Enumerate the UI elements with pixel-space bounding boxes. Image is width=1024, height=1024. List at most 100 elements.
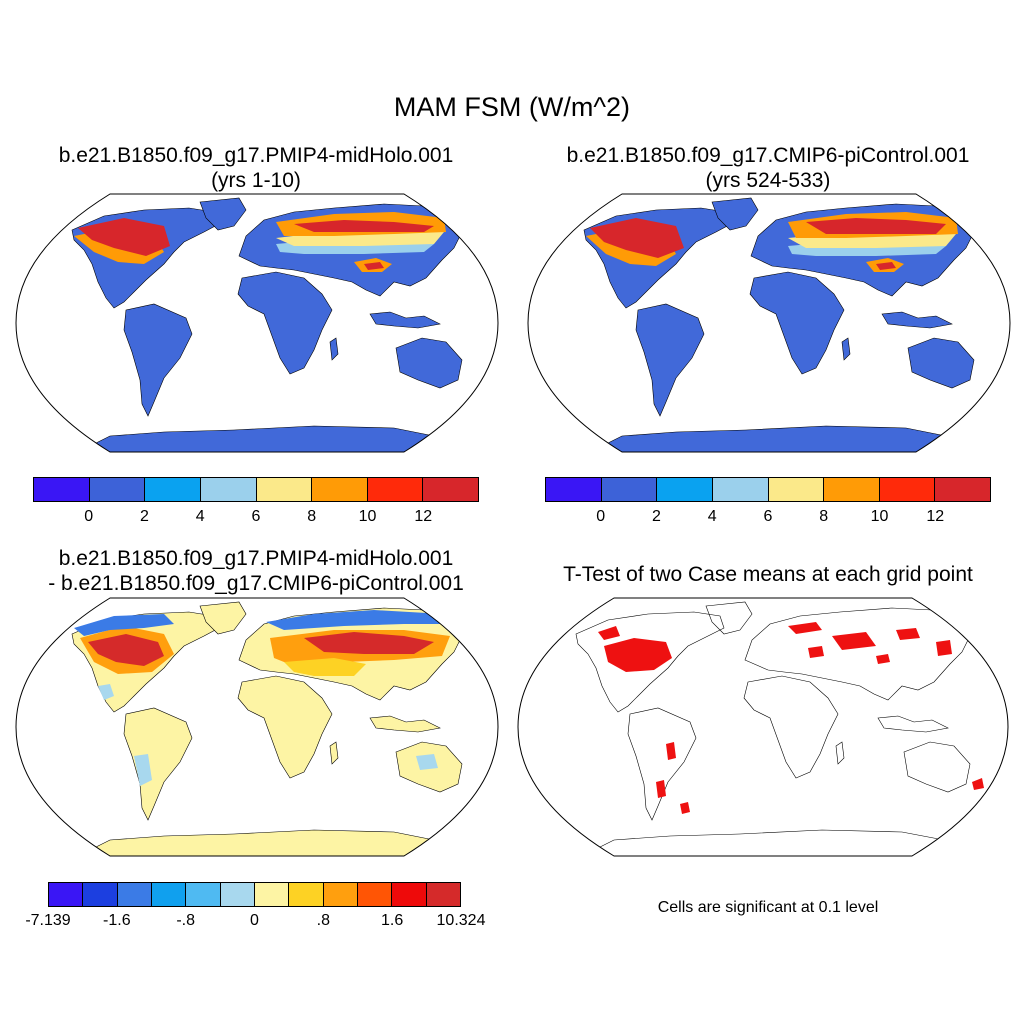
significance-cells bbox=[598, 622, 984, 814]
snow-band-red bbox=[294, 220, 434, 232]
main-title: MAM FSM (W/m^2) bbox=[393, 92, 631, 122]
colorbar-tick-label: 10 bbox=[870, 508, 889, 525]
colorbar-picontrol bbox=[545, 477, 991, 502]
colorbar-box bbox=[392, 883, 427, 906]
colorbar-box bbox=[824, 478, 880, 501]
colorbar-tick-label: 0 bbox=[596, 508, 606, 525]
colorbar-tick-label: -.8 bbox=[176, 912, 195, 929]
land-madagascar bbox=[329, 741, 339, 765]
sig-cell-cluster bbox=[680, 802, 690, 814]
sig-cell-cluster bbox=[896, 628, 920, 640]
panel-title-bottom-left: b.e21.B1850.f09_g17.PMIP4-midHolo.001 - … bbox=[0, 546, 512, 596]
colorbar-box bbox=[49, 883, 84, 906]
panel-title-line: (yrs 524-533) bbox=[705, 169, 831, 192]
land-africa bbox=[237, 675, 333, 779]
colorbar-box bbox=[220, 883, 255, 906]
sig-cell-cluster bbox=[972, 778, 984, 790]
panel-title-line: - b.e21.B1850.f09_g17.CMIP6-piControl.00… bbox=[48, 572, 464, 595]
colorbar-tick-label: -1.6 bbox=[103, 912, 131, 929]
snow-tibet-core bbox=[876, 262, 896, 270]
colorbar-tick-label: 0 bbox=[250, 912, 259, 929]
colorbar-box bbox=[151, 883, 187, 906]
map-land-midholo bbox=[71, 197, 465, 452]
snow-tibet-core bbox=[364, 262, 384, 270]
colorbar-box bbox=[657, 478, 713, 501]
map-outline bbox=[15, 193, 499, 453]
colorbar-box bbox=[200, 478, 257, 501]
land-eurasia bbox=[744, 607, 973, 701]
colorbar-tick-label: 8 bbox=[819, 508, 829, 525]
land-australia bbox=[907, 337, 975, 389]
panel-title-line: b.e21.B1850.f09_g17.CMIP6-piControl.001 bbox=[566, 144, 970, 167]
land-south-america bbox=[635, 303, 705, 417]
anomaly-blue bbox=[266, 610, 454, 630]
colorbar-box bbox=[34, 478, 90, 501]
map-outline bbox=[527, 193, 1011, 453]
sig-cell-cluster bbox=[808, 646, 824, 658]
land-greenland bbox=[199, 601, 247, 635]
colorbar-box bbox=[879, 478, 936, 501]
colorbar-box bbox=[323, 883, 358, 906]
significance-note: Cells are significant at 0.1 level bbox=[657, 899, 879, 916]
snow-band-red bbox=[78, 218, 170, 256]
colorbar-box bbox=[312, 478, 368, 501]
land-antarctica bbox=[73, 829, 455, 856]
anomaly-red bbox=[304, 632, 434, 654]
land-indonesia bbox=[877, 715, 949, 733]
land-indonesia bbox=[369, 311, 441, 329]
sig-cell-cluster bbox=[832, 632, 876, 650]
panel-title-line: T-Test of two Case means at each grid po… bbox=[563, 563, 973, 586]
colorbar-tick-label: 2 bbox=[140, 508, 149, 525]
colorbar-tick-label: 8 bbox=[307, 508, 317, 525]
sig-cell-cluster bbox=[876, 654, 890, 664]
panel-title-top-right: b.e21.B1850.f09_g17.CMIP6-piControl.001 … bbox=[512, 143, 1024, 193]
land-madagascar bbox=[329, 337, 339, 361]
map-outline bbox=[517, 597, 1009, 857]
land-antarctica bbox=[585, 425, 967, 452]
land-greenland bbox=[705, 601, 753, 635]
map-land-picontrol bbox=[583, 197, 977, 452]
colorbar-tick-label: 10 bbox=[358, 508, 377, 525]
colorbar-tick-label: 4 bbox=[195, 508, 205, 525]
colorbar-box bbox=[254, 883, 290, 906]
colorbar-labels-midholo: 0 2 4 6 8 10 12 bbox=[33, 508, 479, 528]
land-south-america bbox=[627, 707, 697, 821]
snow-band-red bbox=[590, 218, 684, 258]
colorbar-tick-label: 10.324 bbox=[436, 912, 486, 929]
map-panel-difference bbox=[15, 597, 499, 857]
sig-cell-cluster bbox=[656, 780, 666, 798]
sig-cell-cluster bbox=[598, 626, 620, 640]
land-south-america bbox=[123, 303, 193, 417]
colorbar-box bbox=[357, 883, 393, 906]
colorbar-tick-label: 6 bbox=[251, 508, 261, 525]
land-africa bbox=[743, 675, 839, 779]
colorbar-tick-label: 1.6 bbox=[381, 912, 404, 929]
colorbar-tick-label: 0 bbox=[84, 508, 94, 525]
map-panel-picontrol bbox=[527, 193, 1011, 453]
anomaly-yellow bbox=[284, 658, 366, 676]
land-south-america bbox=[123, 707, 193, 821]
colorbar-tick-label: 4 bbox=[707, 508, 717, 525]
colorbar-box bbox=[289, 883, 324, 906]
anomaly-red bbox=[88, 634, 164, 666]
colorbar-box bbox=[117, 883, 152, 906]
sig-cell-cluster bbox=[666, 742, 676, 760]
colorbar-box bbox=[426, 883, 460, 906]
land-madagascar bbox=[835, 741, 845, 765]
colorbar-box bbox=[935, 478, 990, 501]
colorbar-midholo bbox=[33, 477, 479, 502]
snow-band-red bbox=[806, 218, 946, 234]
land-greenland bbox=[711, 197, 759, 231]
land-australia bbox=[395, 337, 463, 389]
anomaly-lightblue bbox=[98, 684, 114, 700]
colorbar-box bbox=[768, 478, 825, 501]
colorbar-box bbox=[89, 478, 146, 501]
panel-title-line: b.e21.B1850.f09_g17.PMIP4-midHolo.001 bbox=[58, 144, 454, 167]
colorbar-box bbox=[186, 883, 221, 906]
sig-cell-cluster bbox=[788, 622, 822, 634]
colorbar-tick-label: 2 bbox=[652, 508, 661, 525]
sig-cell-cluster bbox=[604, 638, 672, 672]
colorbar-box bbox=[423, 478, 478, 501]
colorbar-box bbox=[712, 478, 769, 501]
map-panel-midholo bbox=[15, 193, 499, 453]
